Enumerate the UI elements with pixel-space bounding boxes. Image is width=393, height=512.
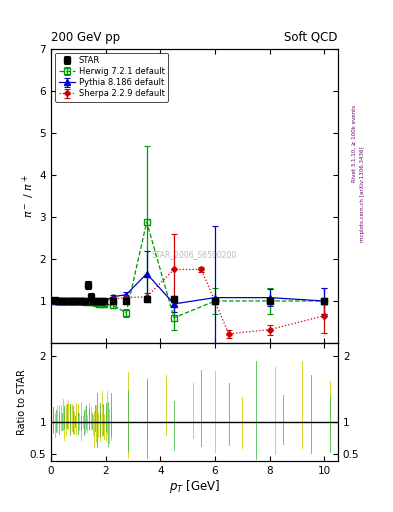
Text: STAR_2006_S6500200: STAR_2006_S6500200 bbox=[152, 250, 237, 259]
Text: mcplots.cern.ch [arXiv:1306.3436]: mcplots.cern.ch [arXiv:1306.3436] bbox=[360, 147, 365, 242]
Y-axis label: Ratio to STAR: Ratio to STAR bbox=[17, 369, 27, 435]
Text: 200 GeV pp: 200 GeV pp bbox=[51, 31, 120, 44]
X-axis label: $p_T$ [GeV]: $p_T$ [GeV] bbox=[169, 478, 220, 496]
Text: Rivet 3.1.10, ≥ 100k events: Rivet 3.1.10, ≥ 100k events bbox=[352, 105, 357, 182]
Legend: STAR, Herwig 7.2.1 default, Pythia 8.186 default, Sherpa 2.2.9 default: STAR, Herwig 7.2.1 default, Pythia 8.186… bbox=[55, 53, 168, 102]
Text: Soft QCD: Soft QCD bbox=[285, 31, 338, 44]
Y-axis label: $\pi^-$ / $\pi^+$: $\pi^-$ / $\pi^+$ bbox=[20, 174, 37, 218]
